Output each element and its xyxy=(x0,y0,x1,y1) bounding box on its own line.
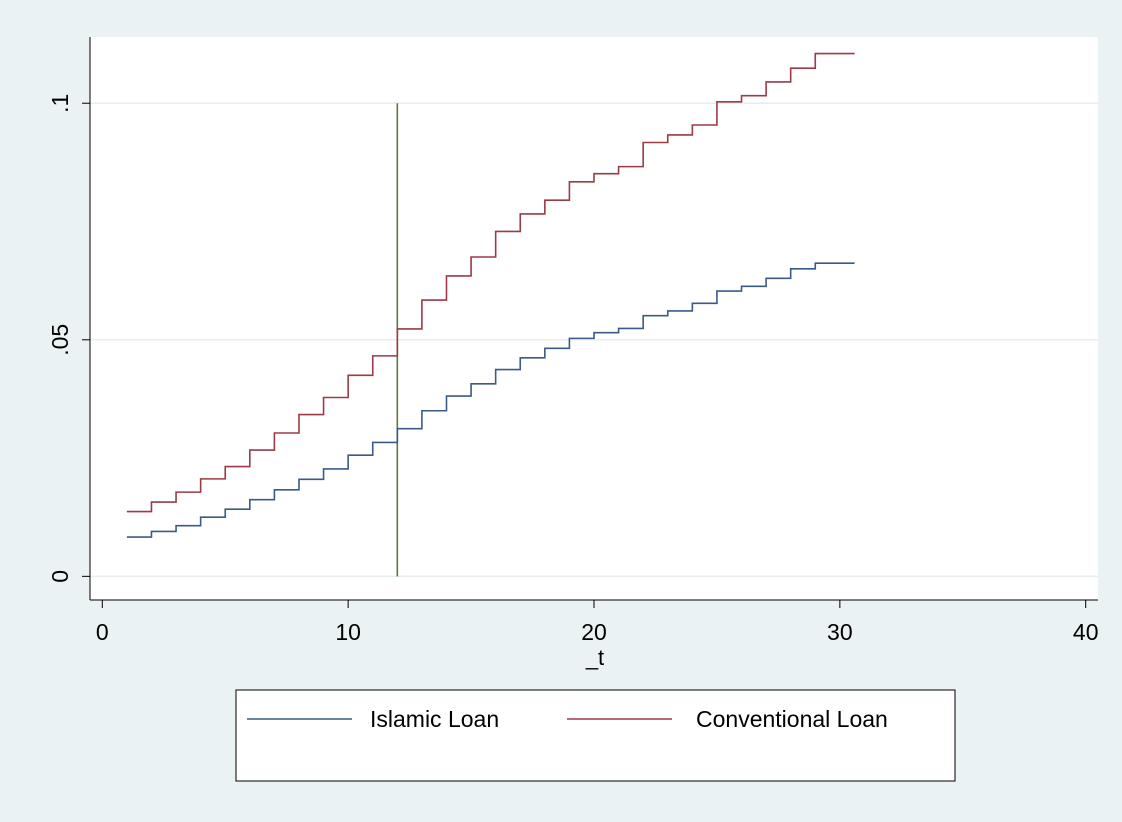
legend-label-1: Conventional Loan xyxy=(696,706,888,732)
series-line-1 xyxy=(126,52,855,513)
x-axis-label: _t xyxy=(585,645,604,670)
series-group xyxy=(126,52,855,538)
y-tick-label-2: .1 xyxy=(47,94,73,113)
legend-items: Islamic Loan Conventional Loan xyxy=(247,706,888,732)
x-tick-label-1: 10 xyxy=(335,619,361,645)
y-tick-label-1: .05 xyxy=(47,324,73,356)
grid-lines xyxy=(90,102,1098,578)
legend: Islamic Loan Conventional Loan xyxy=(235,689,956,782)
y-tick-label-0: 0 xyxy=(47,570,73,583)
series-line-0 xyxy=(126,262,855,538)
x-tick-label-4: 40 xyxy=(1073,619,1099,645)
legend-box xyxy=(235,689,956,782)
x-ticks: 0 10 20 30 40 xyxy=(96,600,1099,645)
x-tick-label-3: 30 xyxy=(827,619,853,645)
plot-area xyxy=(90,37,1098,600)
legend-label-0: Islamic Loan xyxy=(370,706,499,732)
x-tick-label-2: 20 xyxy=(581,619,607,645)
x-tick-label-0: 0 xyxy=(96,619,109,645)
y-ticks: 0 .05 .1 xyxy=(47,94,90,583)
